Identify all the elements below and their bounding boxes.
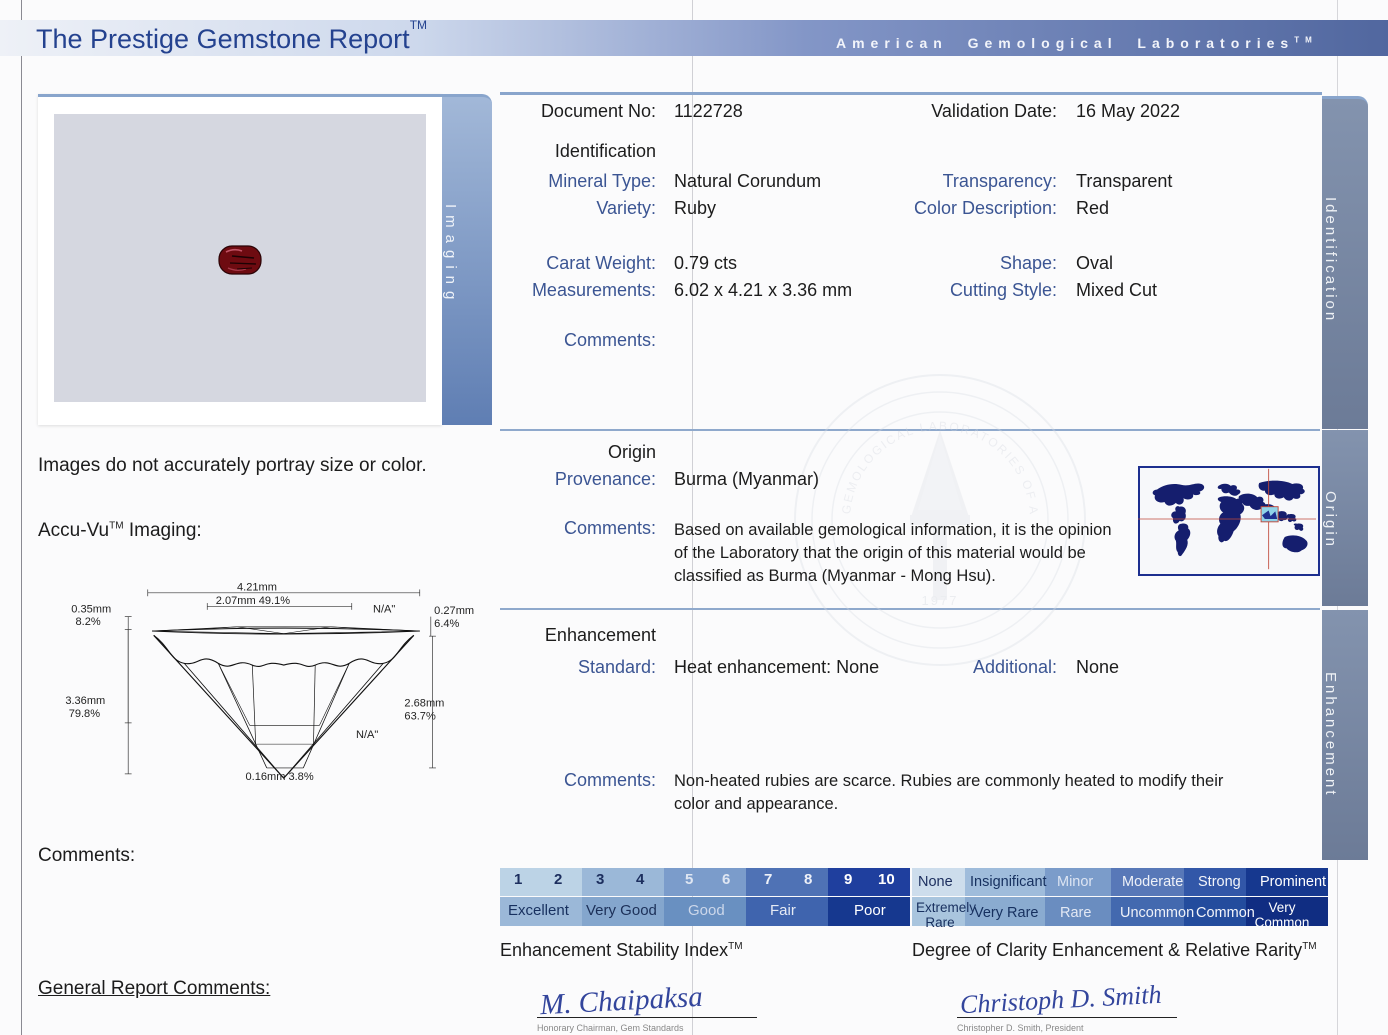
svg-text:0.35mm: 0.35mm	[71, 603, 111, 615]
svg-text:N/A": N/A"	[373, 603, 395, 615]
svg-text:1977: 1977	[922, 593, 959, 608]
svg-text:79.8%: 79.8%	[69, 708, 101, 720]
svg-text:2.07mm 49.1%: 2.07mm 49.1%	[216, 595, 290, 607]
svg-text:4.21mm: 4.21mm	[237, 581, 277, 593]
svg-text:63.7%: 63.7%	[404, 710, 436, 722]
svg-text:0.16mm 3.8%: 0.16mm 3.8%	[245, 771, 313, 783]
svg-text:0.27mm: 0.27mm	[434, 605, 474, 617]
svg-text:8.2%: 8.2%	[76, 616, 101, 628]
svg-text:3.36mm: 3.36mm	[65, 695, 105, 707]
svg-text:N/A": N/A"	[356, 729, 378, 741]
svg-text:GEMOLOGICAL LABORATORIES OF AM: GEMOLOGICAL LABORATORIES OF AMERICA	[790, 370, 1041, 517]
svg-text:2.68mm: 2.68mm	[404, 698, 444, 710]
svg-text:6.4%: 6.4%	[434, 618, 459, 630]
